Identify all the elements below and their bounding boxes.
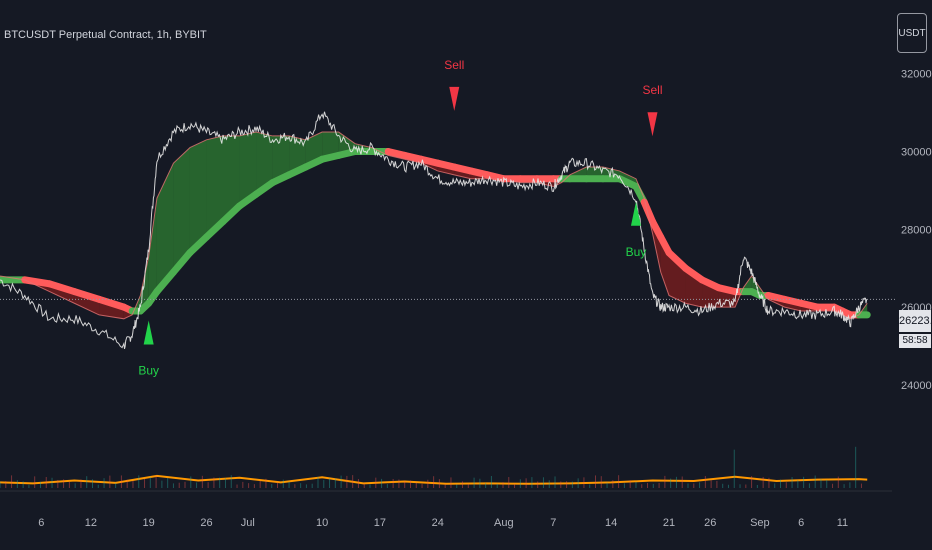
x-tick-label: Sep bbox=[750, 517, 770, 529]
band-fill-segment bbox=[148, 198, 157, 304]
price-layer bbox=[0, 111, 896, 350]
x-tick-label: 24 bbox=[432, 517, 444, 529]
volume-line bbox=[0, 474, 868, 485]
band-fill-segment bbox=[206, 135, 223, 238]
slow-band-segment bbox=[665, 249, 690, 272]
x-tick-label: Aug bbox=[494, 517, 514, 529]
slow-band-segment bbox=[219, 202, 244, 226]
buy-label: Buy bbox=[626, 245, 647, 259]
symbol-title: BTCUSDT Perpetual Contract, 1h, BYBIT bbox=[4, 29, 207, 41]
band-fill-segment bbox=[272, 135, 290, 183]
x-tick-label: 26 bbox=[200, 517, 212, 529]
band-fill-segment bbox=[289, 135, 306, 175]
sell-label: Sell bbox=[444, 58, 464, 72]
slow-band-segment bbox=[186, 233, 210, 257]
y-tick-label: 28000.0 bbox=[901, 224, 932, 236]
x-tick-label: 11 bbox=[837, 517, 848, 529]
y-tick-label: 30000.0 bbox=[901, 146, 932, 158]
x-tick-label: 14 bbox=[605, 517, 617, 529]
x-tick-label: Jul bbox=[241, 517, 255, 529]
slow-band-segment bbox=[95, 295, 128, 311]
fast-line bbox=[0, 131, 868, 320]
slow-band-segment bbox=[46, 280, 78, 296]
price-line bbox=[0, 111, 868, 350]
x-tick-label: 21 bbox=[663, 517, 675, 529]
x-tick-label: 17 bbox=[374, 517, 386, 529]
band-fill-segment bbox=[173, 147, 190, 273]
currency-button[interactable]: USDT bbox=[897, 13, 927, 53]
x-tick-label: 6 bbox=[38, 517, 44, 529]
buy-label: Buy bbox=[138, 363, 159, 377]
band-fill-segment bbox=[223, 135, 240, 222]
y-tick-label: 32000.0 bbox=[901, 69, 932, 81]
slow-band-segment bbox=[202, 218, 227, 241]
band-fill-segment bbox=[74, 291, 100, 315]
band-fill-segment bbox=[239, 132, 257, 206]
slow-band-segment bbox=[70, 288, 103, 303]
x-tick-label: 26 bbox=[704, 517, 716, 529]
y-tick-label: 24000.0 bbox=[901, 380, 932, 392]
last-price-tag: 26223.2 bbox=[899, 310, 932, 332]
x-tick-label: 7 bbox=[550, 517, 556, 529]
volume-layer bbox=[0, 446, 868, 488]
sell-arrow-icon bbox=[449, 86, 460, 111]
slow-band-segment bbox=[21, 276, 54, 288]
countdown-tag: 58:58 bbox=[899, 334, 931, 348]
x-tick-label: 10 bbox=[316, 517, 328, 529]
x-tick-label: 6 bbox=[798, 517, 804, 529]
band-fill-segment bbox=[743, 276, 752, 292]
sell-arrow-icon bbox=[647, 112, 658, 137]
sell-label: Sell bbox=[642, 83, 662, 97]
buy-arrow-icon bbox=[630, 201, 641, 226]
signal-layer: Sell Sell Buy Buy bbox=[138, 58, 662, 378]
band-fill-segment bbox=[322, 132, 339, 160]
slow-band-segment bbox=[153, 268, 177, 296]
x-tick-label: 12 bbox=[85, 517, 97, 529]
buy-arrow-icon bbox=[143, 320, 154, 345]
band-fill-segment bbox=[156, 163, 174, 292]
band-fill-segment bbox=[256, 132, 273, 195]
x-tick-label: 19 bbox=[143, 517, 155, 529]
slow-band-segment bbox=[169, 249, 194, 276]
band-fill-segment bbox=[189, 139, 207, 253]
